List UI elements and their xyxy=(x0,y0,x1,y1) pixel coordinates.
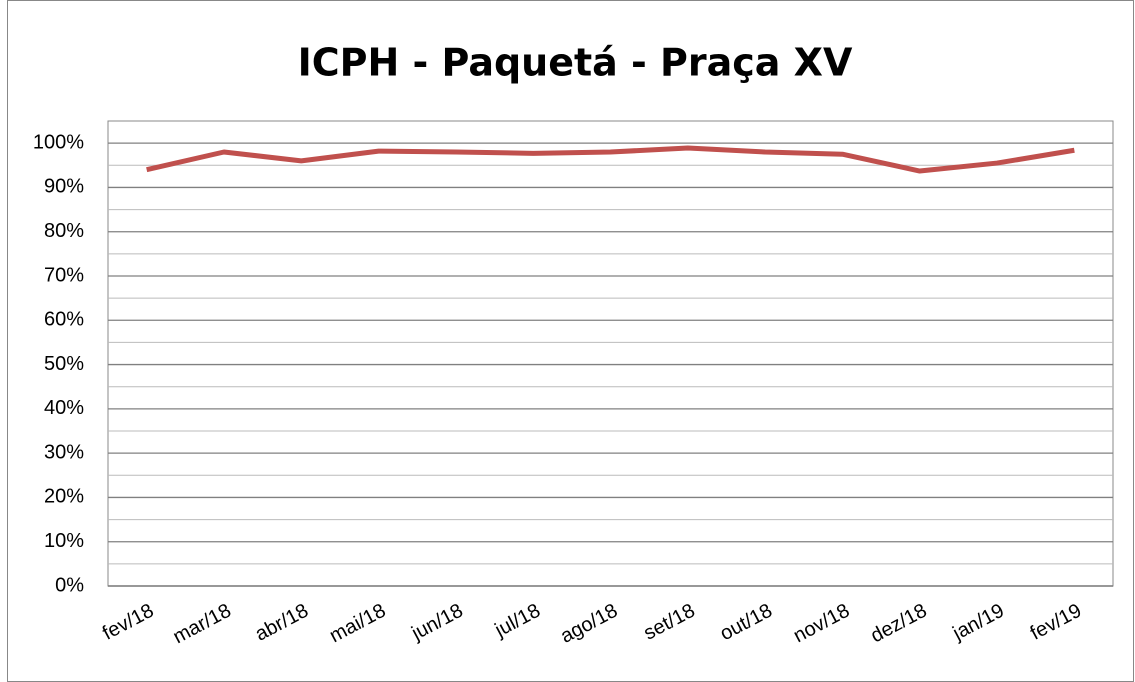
series-line xyxy=(146,145,1075,174)
chart-title: ICPH - Paquetá - Praça XV xyxy=(298,41,853,85)
y-tick-label: 50% xyxy=(44,353,84,375)
y-tick-label: 40% xyxy=(44,397,84,419)
y-tick-label: 0% xyxy=(55,574,84,596)
y-tick-label: 70% xyxy=(44,264,84,286)
y-tick-label: 80% xyxy=(44,220,84,242)
y-tick-label: 20% xyxy=(44,486,84,508)
y-tick-label: 100% xyxy=(33,131,84,153)
chart-border xyxy=(7,0,1134,682)
y-tick-label: 30% xyxy=(44,441,84,463)
y-tick-label: 10% xyxy=(44,530,84,552)
y-tick-label: 90% xyxy=(44,176,84,198)
y-tick-label: 60% xyxy=(44,309,84,331)
